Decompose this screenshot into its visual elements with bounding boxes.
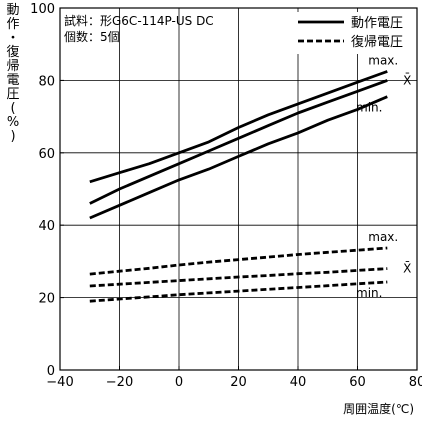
y-tick-label: 20 (38, 292, 55, 307)
x-tick-label: 80 (409, 375, 422, 390)
y-tick-label: 0 (47, 364, 55, 379)
x-tick-label: 40 (290, 375, 307, 390)
y-axis-label-char: ( (10, 101, 16, 116)
series-label: X̄ (403, 261, 411, 275)
series-label: X̄ (403, 73, 411, 87)
y-axis-label-char: 帰 (6, 59, 20, 74)
y-axis-label-char: 復 (6, 45, 20, 60)
sample-info: 試料：形G6C-114P-US DC 個数：5個 (64, 13, 214, 45)
legend: 動作電圧 復帰電圧 (290, 12, 415, 54)
series-line-operate (89, 79, 388, 205)
series-label: max. (368, 230, 398, 244)
legend-release-label: 復帰電圧 (351, 34, 403, 50)
x-tick-labels: −40 −20 0 20 40 60 80 (46, 375, 422, 390)
series-line-release (89, 267, 388, 288)
y-axis-label-char: 作 (6, 17, 20, 32)
x-tick-label: 20 (230, 375, 247, 390)
legend-operate-label: 動作電圧 (351, 16, 403, 31)
y-axis-label-char: ) (10, 129, 16, 144)
y-tick-label: 100 (30, 2, 55, 17)
x-tick-label: −20 (106, 375, 133, 390)
x-tick-label: 60 (349, 375, 366, 390)
series-line-release (89, 246, 388, 276)
series-line-release (89, 280, 388, 303)
series-label: min. (356, 101, 382, 115)
x-axis-label: 周囲温度(℃) (343, 402, 414, 416)
series-label: min. (356, 286, 382, 300)
series-labels: max. X̄ min. max. X̄ min. (356, 53, 411, 300)
series-line-operate (89, 95, 388, 220)
x-tick-label: −40 (46, 375, 73, 390)
sample-line-1: 試料：形G6C-114P-US DC (64, 14, 214, 28)
series-label: max. (368, 53, 398, 67)
y-tick-label: 60 (38, 147, 55, 162)
sample-line-2: 個数：5個 (64, 30, 120, 44)
plot-frame (59, 7, 418, 371)
y-axis-label-char: ・ (6, 31, 20, 46)
y-tick-label: 80 (38, 74, 55, 89)
y-tick-labels: 0 20 40 60 80 100 (30, 2, 55, 379)
y-axis-label: 動 作 ・ 復 帰 電 圧 ( % ) (3, 4, 23, 144)
y-axis-label-char: 動 (6, 3, 20, 18)
y-axis-label-char: 電 (6, 73, 20, 88)
legend-background (290, 12, 415, 54)
x-tick-label: 0 (175, 375, 183, 390)
y-axis-label-char: % (6, 115, 20, 130)
series-line-operate (89, 70, 388, 184)
y-tick-label: 40 (38, 219, 55, 234)
y-axis-label-char: 圧 (6, 87, 20, 102)
series-lines (89, 70, 388, 303)
